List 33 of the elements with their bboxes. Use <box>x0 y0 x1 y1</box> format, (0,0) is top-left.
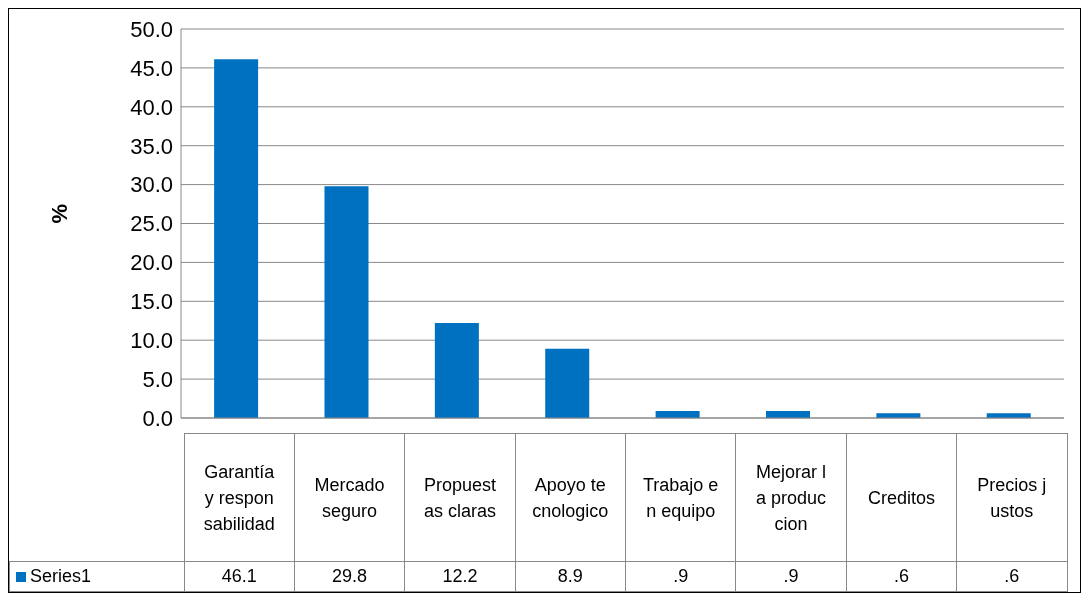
x-tick-label: Trabajo en equipo <box>625 433 736 562</box>
data-label: .9 <box>625 561 736 592</box>
y-tick-label: 0.0 <box>142 405 173 431</box>
y-tick-label: 10.0 <box>130 328 173 354</box>
data-label: 29.8 <box>294 561 405 592</box>
y-tick-label: 20.0 <box>130 250 173 276</box>
y-tick-label: 45.0 <box>130 55 173 81</box>
data-label: 8.9 <box>515 561 626 592</box>
data-label: 46.1 <box>184 561 295 592</box>
data-label: .6 <box>956 561 1067 592</box>
y-tick-label: 25.0 <box>130 211 173 237</box>
y-tick-label: 30.0 <box>130 172 173 198</box>
y-axis-title: % <box>46 203 72 224</box>
x-tick-label: Garantía y responsabilidad <box>184 433 295 562</box>
y-tick-label: 35.0 <box>130 133 173 159</box>
data-label: 12.2 <box>404 561 516 592</box>
bar <box>545 348 590 418</box>
bar <box>324 186 369 418</box>
bar <box>434 323 479 418</box>
y-tick-label: 15.0 <box>130 289 173 315</box>
y-tick-label: 40.0 <box>130 94 173 120</box>
y-tick-label: 5.0 <box>142 366 173 392</box>
x-tick-label: Mejorar la produccion <box>735 433 847 562</box>
x-tick-label: Precios justos <box>956 433 1067 562</box>
data-label: .6 <box>846 561 957 592</box>
data-label: .9 <box>735 561 847 592</box>
legend-label: Series1 <box>9 561 184 592</box>
x-tick-label: Mercado seguro <box>294 433 405 562</box>
bar <box>214 59 259 418</box>
x-tick-label: Propuestas claras <box>404 433 516 562</box>
y-tick-label: 50.0 <box>130 16 173 42</box>
x-tick-label: Apoyo tecnologico <box>515 433 626 562</box>
x-tick-label: Creditos <box>846 433 957 562</box>
